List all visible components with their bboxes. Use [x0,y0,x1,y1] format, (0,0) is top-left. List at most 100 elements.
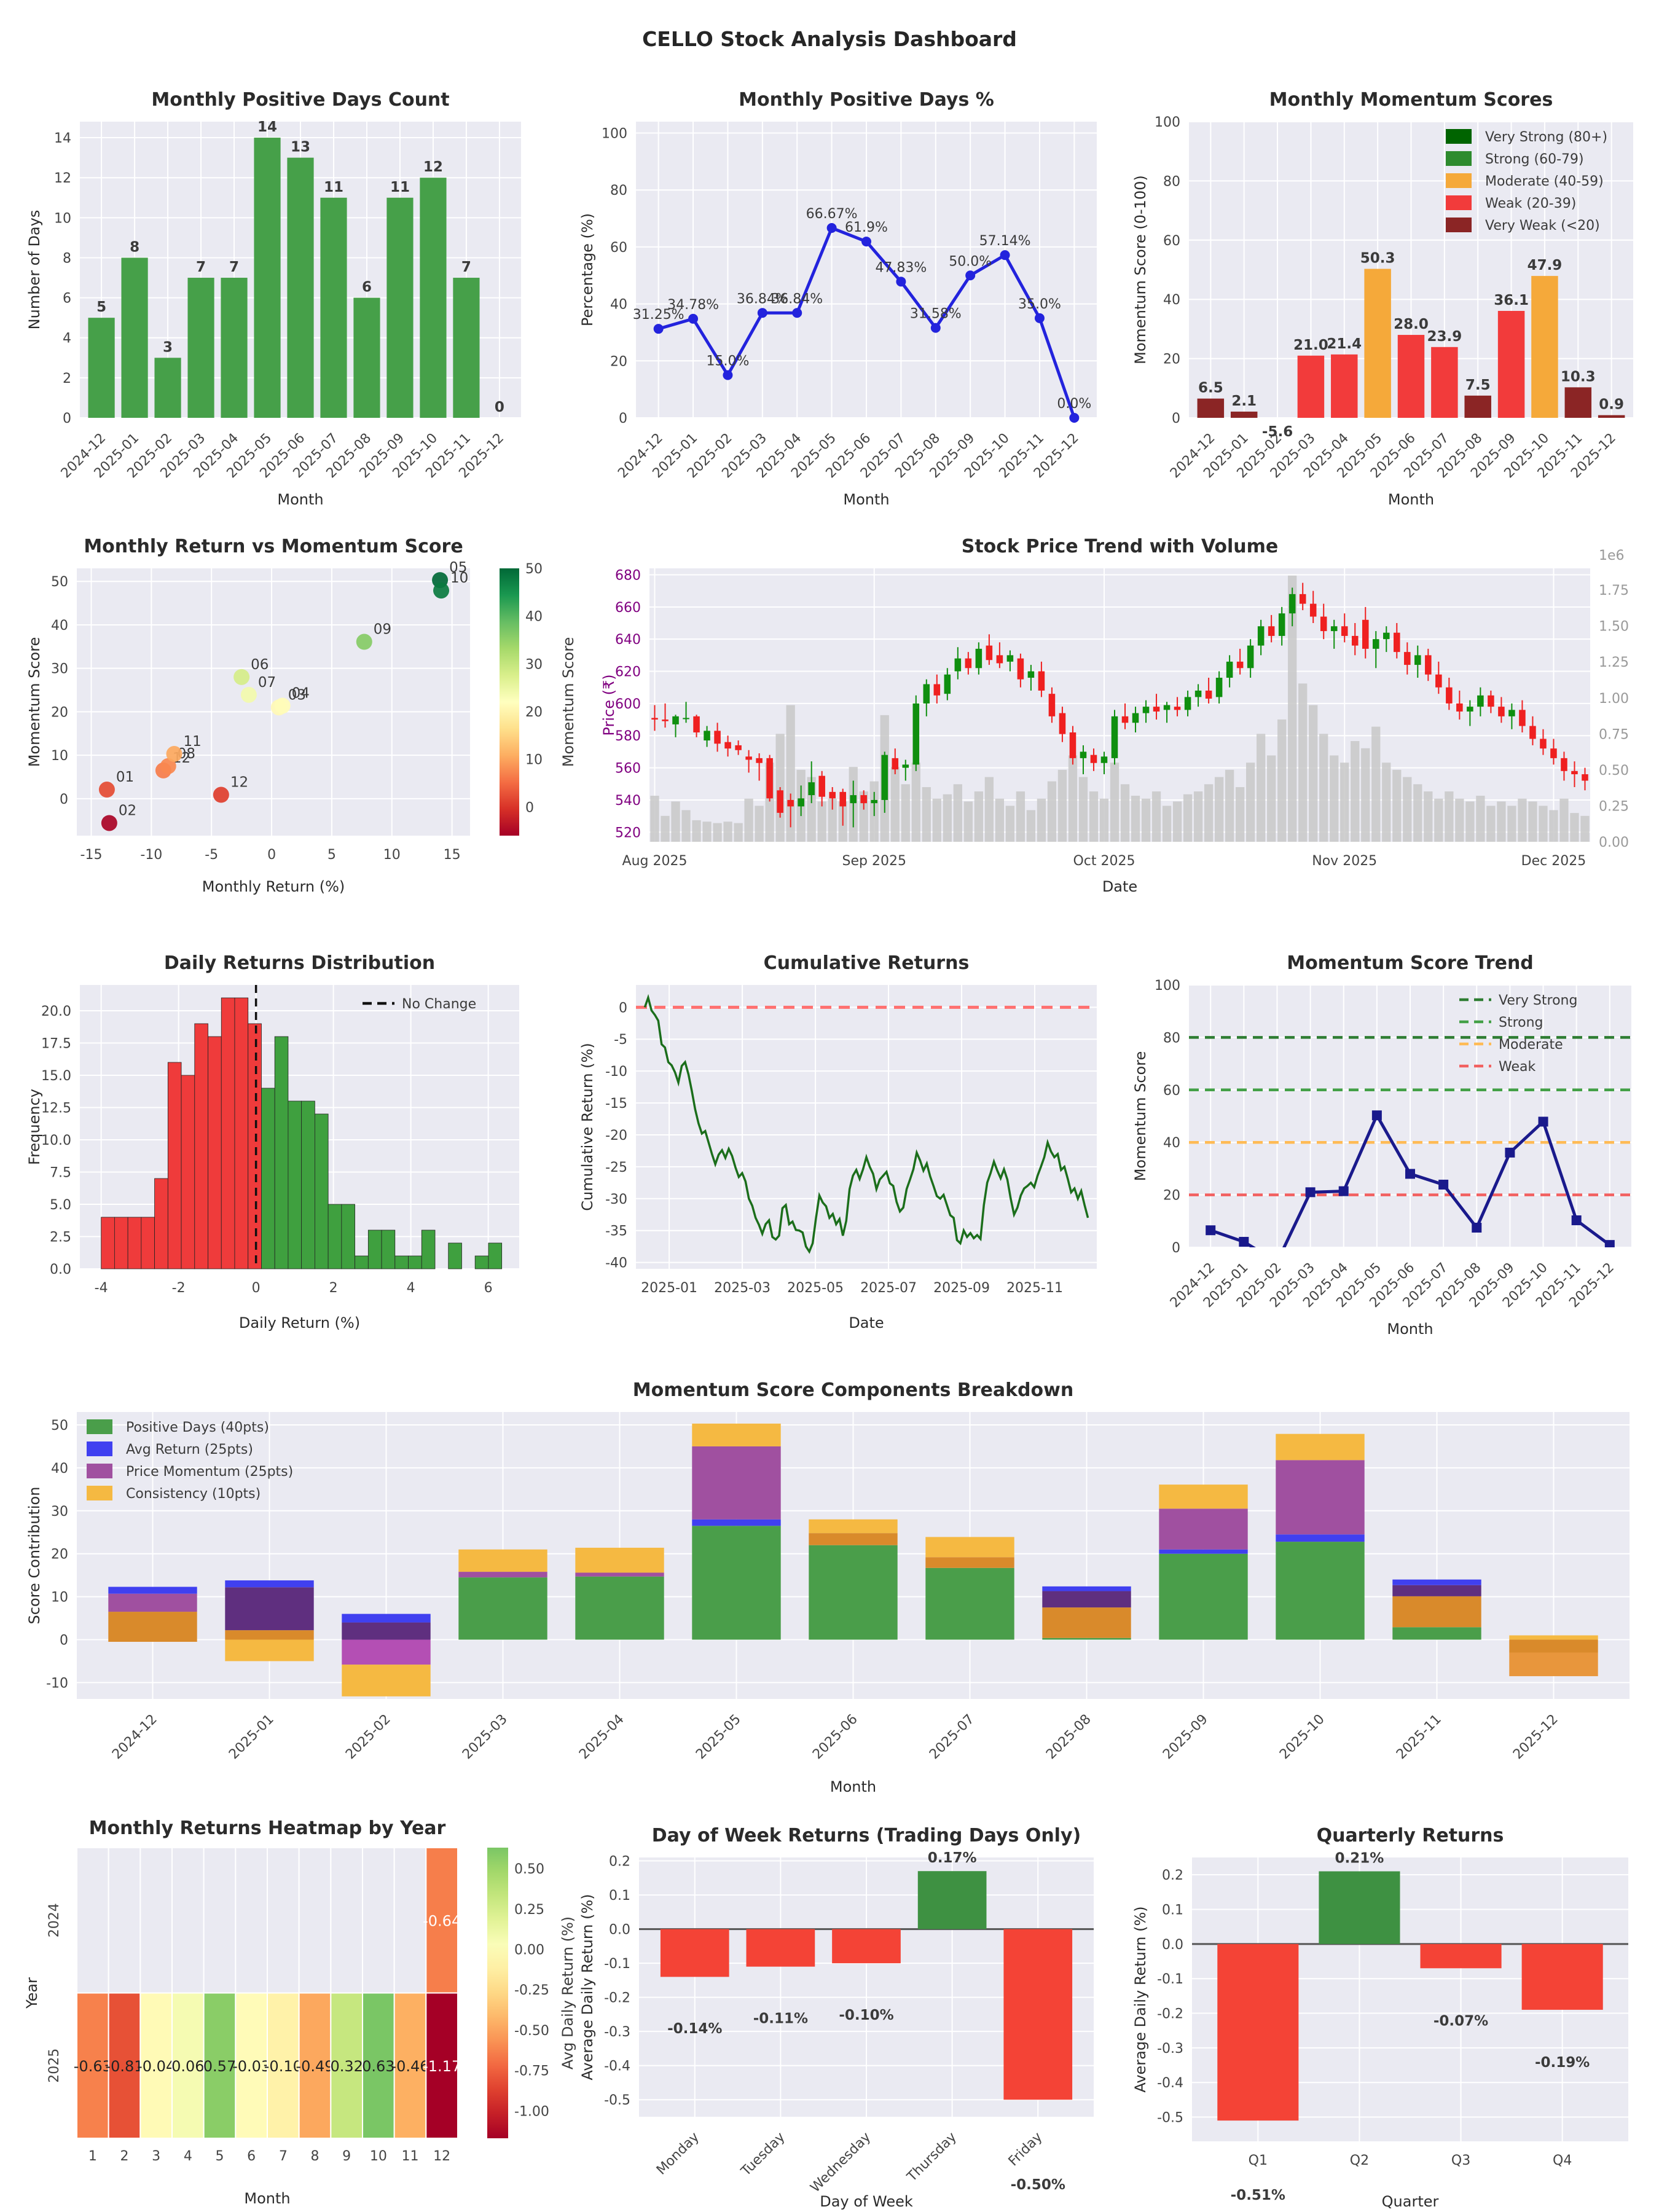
text: 1.50 [1599,619,1629,635]
text: 15.0 [41,1069,71,1084]
text: Q4 [1553,2153,1572,2168]
text: 100 [1155,115,1180,130]
segment-comp_consD-2025-01 [225,1630,314,1640]
rect [828,798,837,842]
text: 60 [610,240,627,256]
text: 4 [63,331,71,347]
text: 36.1 [1494,292,1529,308]
text: Strong [1499,1015,1543,1030]
segment-comp_pd-2025-09 [1159,1553,1248,1640]
rect [1174,707,1181,710]
text: -0.04 [137,2058,175,2075]
positive-days-count-svg: 024681012142024-122025-012025-022025-032… [26,89,521,508]
rect [662,720,669,721]
rect [367,1230,382,1269]
text: 2025-07 [860,1281,917,1296]
rect [1235,787,1245,842]
segment-comp_cons-2025-03 [458,1549,547,1572]
text: 2025-02 [343,1712,394,1763]
text: 6 [63,291,71,307]
text: 0 [619,411,627,426]
day-of-week-returns-svg: 0.2 0.1 0.0 -0.1 -0.2 -0.3 -0.4 -0.5 Monday Tuesd… [579,1825,1094,2210]
text: -0.50% [1011,2177,1065,2193]
text: 50.0% [949,254,992,269]
text: -0.64 [423,1912,461,1929]
chart-day-of-week-returns: 0.2 0.1 0.0 -0.1 -0.2 -0.3 -0.4 -0.5 Monday Tuesd… [571,1810,1112,2212]
rect [829,791,836,799]
chart-return-vs-momentum-scatter: 0 10 20 30 40 50 -15 -10 -5 0 5 10 15 Monthly Return … [18,525,590,903]
text: 03 [288,687,306,703]
rect [87,1419,112,1434]
bar-2025-08 [353,297,380,418]
text: Q3 [1451,2153,1470,2168]
text: 0.17% [928,1850,977,1866]
text: -0.49 [296,2058,334,2075]
text: Month [277,491,323,508]
rect [1132,713,1139,723]
rect [1528,801,1537,842]
text: 0.0% [1057,396,1091,412]
rect [1540,739,1547,749]
rect [1059,713,1066,734]
text: 100 [1155,978,1180,994]
rect [692,820,701,842]
rect [1507,806,1516,842]
rect [1505,1147,1515,1158]
text: Consistency (10pts) [126,1486,261,1502]
rect [671,801,680,842]
rect [636,985,1097,1269]
rect [1162,806,1172,842]
rect [975,648,982,669]
text: 0.00 [514,1943,544,1958]
text: 520 [615,825,641,841]
text: Moderate [1499,1037,1563,1053]
bar-2025-04 [221,278,248,418]
text: -10 [46,1676,68,1691]
text: -1.17 [423,2058,461,2075]
circle [861,237,871,247]
text: Monthly Returns Heatmap by Year [89,1818,446,1839]
rect [1559,798,1569,842]
segment-comp_pd-2025-05 [692,1526,781,1640]
text: 30 [51,662,68,677]
rect [1446,195,1472,210]
text: 0.2 [609,1854,630,1870]
rect [901,784,910,842]
text: 12 [423,159,443,175]
rect [1111,716,1118,758]
rect [1121,716,1129,723]
text: 7 [279,2149,288,2164]
heatmap-cell-2025-7 [267,1992,300,2139]
text: 12.5 [41,1101,71,1116]
rect [954,658,962,672]
rect [860,795,868,804]
text: Daily Return (%) [239,1314,360,1332]
circle [1034,313,1045,323]
rect [1141,798,1151,842]
rect [1078,777,1088,842]
rect [1529,726,1536,739]
text: Month [843,491,889,508]
rect [301,1100,315,1269]
rect [1110,763,1120,842]
text: 2025-06 [810,1712,861,1763]
rect [1027,671,1035,678]
text: 10 [370,2149,387,2164]
rect [1519,710,1526,726]
chart-quarterly-returns: 0.2 0.1 0.0 -0.1 -0.2 -0.3 -0.4 -0.5 Q1 Q2 Q3 Q4 Qua… [1124,1810,1647,2212]
text: 1e6 [1599,548,1625,563]
rect [1299,594,1306,604]
rect [234,997,249,1269]
text: -0.51% [1231,2187,1285,2203]
daily-returns-distribution-svg: 0.0 2.5 5.0 7.5 10.0 12.5 15.0 17.5 20.0 -4 -2 0 2 4 6… [26,952,519,1332]
text: 47.9 [1528,257,1563,273]
text: 580 [615,729,641,744]
text: 20 [525,705,543,720]
text: 0.2 [1162,1868,1183,1883]
text: -5 [205,847,218,863]
rect [1184,697,1191,710]
segment-comp_pd-2025-06 [809,1545,898,1640]
rect [1309,603,1317,617]
text: 0.57 [203,2058,236,2075]
text: Number of Days [26,210,43,330]
